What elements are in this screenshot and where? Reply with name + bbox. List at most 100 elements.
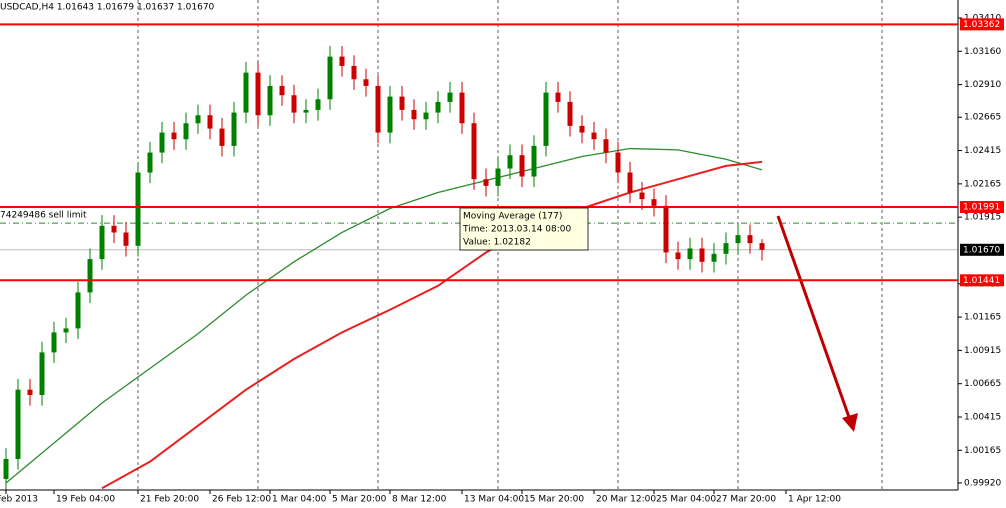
candle-body (387, 96, 393, 133)
candle-body (495, 168, 501, 186)
candle-body (579, 125, 585, 133)
candle-body (447, 92, 453, 102)
candle-body (423, 112, 429, 120)
x-tick-label: 5 Mar 20:00 (332, 495, 387, 505)
last-price-label: 1.01670 (963, 245, 1000, 255)
y-tick-label: 1.01165 (964, 313, 1001, 323)
arrow-shaft (776, 215, 852, 421)
moving-average-line (101, 160, 763, 490)
candle-body (279, 85, 285, 96)
candle-body (591, 132, 597, 140)
candle-body (567, 101, 573, 126)
candle-body (231, 112, 237, 146)
candle-body (531, 145, 537, 177)
candle-body (207, 115, 213, 129)
candle-body (543, 92, 549, 146)
candle-body (723, 243, 729, 254)
candle-body (27, 389, 33, 396)
candle-body (603, 139, 609, 153)
candle-body (615, 152, 621, 173)
candle-body (159, 132, 165, 153)
y-tick-label: 1.00665 (964, 379, 1001, 389)
candle-body (75, 292, 81, 329)
y-tick-label: 1.00915 (964, 346, 1001, 356)
candle-body (147, 152, 153, 173)
x-tick-label: 1 Apr 12:00 (788, 495, 841, 505)
candle-body (699, 248, 705, 262)
candle-body (183, 123, 189, 140)
candle-body (399, 96, 405, 110)
level-box (960, 201, 1004, 214)
candle-body (651, 199, 657, 206)
level-box (960, 18, 1004, 31)
tooltip: Moving Average (177) Time: 2013.03.14 08… (459, 207, 589, 251)
y-tick-label: 1.03160 (964, 47, 1001, 57)
candle-body (519, 155, 525, 177)
x-tick-label: 20 Mar 12:00 (596, 495, 656, 505)
candle-body (339, 56, 345, 66)
candle-body (675, 252, 681, 260)
candle-body (759, 243, 765, 250)
candle-body (219, 128, 225, 146)
candle-body (507, 155, 513, 169)
trend-arrow (776, 215, 858, 432)
tooltip-line: Moving Average (177) (463, 212, 562, 222)
chart-header: USDCAD,H4 1.01643 1.01679 1.01637 1.0167… (0, 3, 215, 13)
candle-body (267, 85, 273, 116)
y-tick-label: 1.02165 (964, 179, 1001, 189)
candle-body (63, 328, 69, 333)
x-tick-label: 19 Feb 04:00 (56, 495, 115, 505)
y-tick-label: 1.02910 (964, 80, 1001, 90)
candle-body (303, 109, 309, 113)
plot-area: 74249486 sell limit (0, 45, 958, 490)
x-tick-label: 1 Mar 04:00 (272, 495, 327, 505)
candle-body (111, 225, 117, 233)
candle-body (291, 95, 297, 113)
vertical-grid (137, 0, 883, 490)
candle-body (51, 332, 57, 353)
candle-body (555, 92, 561, 102)
candle-body (327, 56, 333, 100)
candle-body (315, 99, 321, 110)
arrow-head (842, 413, 858, 432)
last-price-box (960, 243, 1004, 256)
candle-body (171, 132, 177, 140)
candle-body (87, 259, 93, 293)
x-tick-label: 8 Mar 12:00 (392, 495, 447, 505)
candle-body (195, 115, 201, 124)
y-tick-label: 1.02665 (964, 113, 1001, 123)
y-tick-label: 1.00165 (964, 446, 1001, 456)
level-label: 1.01441 (963, 276, 1000, 286)
x-tick-label: 21 Feb 20:00 (140, 495, 199, 505)
candle-body (687, 248, 693, 260)
moving-average-line (5, 147, 763, 484)
level-label: 1.01991 (963, 203, 1000, 213)
y-tick-label: 1.01915 (964, 213, 1001, 223)
candle-body (99, 225, 105, 260)
candle-body (243, 72, 249, 113)
y-tick-label: 1.02415 (964, 146, 1001, 156)
candle-body (663, 205, 669, 253)
candle-body (351, 65, 357, 80)
x-tick-label: Feb 2013 (0, 495, 38, 505)
x-tick-label: 27 Mar 20:00 (716, 495, 776, 505)
candle-body (747, 235, 753, 244)
candle-body (471, 123, 477, 180)
candle-body (711, 253, 717, 262)
x-tick-label: 26 Feb 12:00 (212, 495, 271, 505)
candle-body (375, 85, 381, 133)
level-label: 1.03362 (963, 20, 1000, 30)
candle-body (363, 79, 369, 86)
candle-body (459, 92, 465, 124)
candle-body (411, 109, 417, 120)
tooltip-line: Value: 1.02182 (463, 238, 531, 248)
candle-body (123, 232, 129, 246)
x-tick-label: 25 Mar 04:00 (656, 495, 716, 505)
candle-body (435, 101, 441, 113)
candle-body (135, 172, 141, 246)
candle-body (627, 172, 633, 193)
y-tick-label: 0.99920 (964, 478, 1001, 488)
tooltip-line: Time: 2013.03.14 08:00 (462, 225, 572, 235)
candle-body (39, 352, 45, 396)
x-tick-label: 13 Mar 04:00 (464, 495, 524, 505)
